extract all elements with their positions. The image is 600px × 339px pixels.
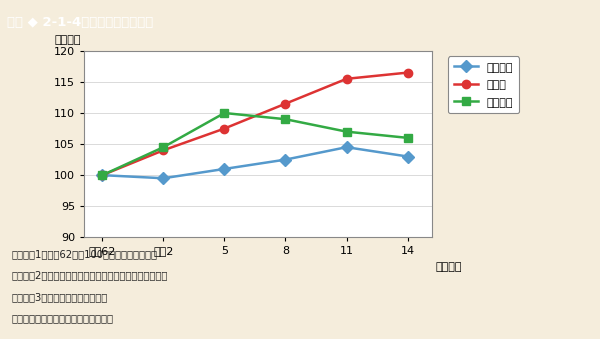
職員数	[404, 71, 411, 75]
Text: （資料）文部科学者「社会教育調査」: （資料）文部科学者「社会教育調査」	[12, 313, 114, 323]
Line: 職員数: 職員数	[98, 68, 412, 179]
公民館数	[282, 158, 289, 162]
職員数	[343, 77, 350, 81]
公民館数	[160, 176, 167, 180]
Text: （年度）: （年度）	[436, 262, 462, 272]
Text: （注）　1　昭和62年を100とした指数である。: （注） 1 昭和62年を100とした指数である。	[12, 249, 158, 259]
Text: （指数）: （指数）	[54, 35, 80, 45]
利用者数	[99, 173, 106, 177]
Line: 公民館数: 公民館数	[98, 143, 412, 182]
Text: 3　類似施設を含まない。: 3 類似施設を含まない。	[12, 292, 108, 302]
Text: 図表 ◆ 2-1-4　公民館数等の推移: 図表 ◆ 2-1-4 公民館数等の推移	[7, 16, 154, 29]
利用者数	[221, 111, 228, 115]
利用者数	[343, 129, 350, 134]
職員数	[99, 173, 106, 177]
Legend: 公民館数, 職員数, 利用者数: 公民館数, 職員数, 利用者数	[448, 56, 519, 113]
公民館数	[99, 173, 106, 177]
利用者数	[282, 117, 289, 121]
Text: 2　利用者数については，前年度間の数である。: 2 利用者数については，前年度間の数である。	[12, 271, 169, 280]
利用者数	[160, 145, 167, 149]
利用者数	[404, 136, 411, 140]
公民館数	[404, 155, 411, 159]
公民館数	[343, 145, 350, 149]
職員数	[160, 148, 167, 152]
Line: 利用者数: 利用者数	[98, 109, 412, 179]
職員数	[282, 102, 289, 106]
公民館数	[221, 167, 228, 171]
職員数	[221, 126, 228, 131]
